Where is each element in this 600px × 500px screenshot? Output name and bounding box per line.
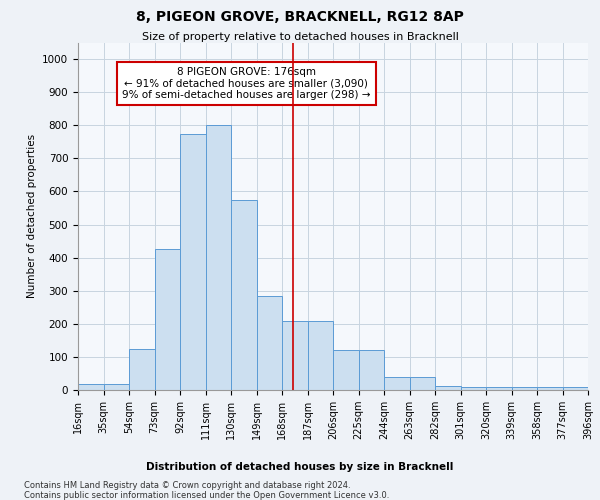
Bar: [486, 388, 511, 390]
Bar: [359, 350, 384, 390]
Bar: [435, 386, 461, 390]
Bar: [257, 296, 282, 390]
Text: Size of property relative to detached houses in Bracknell: Size of property relative to detached ho…: [142, 32, 458, 42]
Bar: [104, 384, 129, 390]
Text: Contains HM Land Registry data © Crown copyright and database right 2024.: Contains HM Land Registry data © Crown c…: [24, 481, 350, 490]
Bar: [537, 388, 563, 390]
Bar: [205, 125, 231, 390]
Bar: [129, 348, 155, 390]
Y-axis label: Number of detached properties: Number of detached properties: [26, 134, 37, 298]
Text: 8 PIGEON GROVE: 176sqm
← 91% of detached houses are smaller (3,090)
9% of semi-d: 8 PIGEON GROVE: 176sqm ← 91% of detached…: [122, 67, 371, 100]
Bar: [563, 388, 588, 390]
Bar: [409, 377, 435, 390]
Bar: [231, 200, 257, 390]
Bar: [384, 377, 409, 390]
Bar: [333, 350, 359, 390]
Bar: [461, 386, 486, 390]
Bar: [511, 388, 537, 390]
Bar: [282, 320, 308, 390]
Bar: [308, 320, 333, 390]
Bar: [155, 250, 180, 390]
Bar: [180, 134, 205, 390]
Bar: [78, 384, 104, 390]
Text: 8, PIGEON GROVE, BRACKNELL, RG12 8AP: 8, PIGEON GROVE, BRACKNELL, RG12 8AP: [136, 10, 464, 24]
Text: Distribution of detached houses by size in Bracknell: Distribution of detached houses by size …: [146, 462, 454, 472]
Text: Contains public sector information licensed under the Open Government Licence v3: Contains public sector information licen…: [24, 491, 389, 500]
